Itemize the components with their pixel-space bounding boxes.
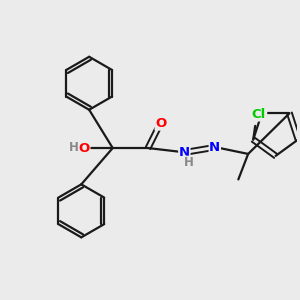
Text: N: N xyxy=(209,141,220,154)
Text: H: H xyxy=(184,156,194,169)
Text: O: O xyxy=(79,142,90,154)
Text: H: H xyxy=(68,141,78,154)
Text: O: O xyxy=(155,117,166,130)
Text: S: S xyxy=(257,108,267,121)
Text: Cl: Cl xyxy=(251,108,265,121)
Text: N: N xyxy=(179,146,190,159)
